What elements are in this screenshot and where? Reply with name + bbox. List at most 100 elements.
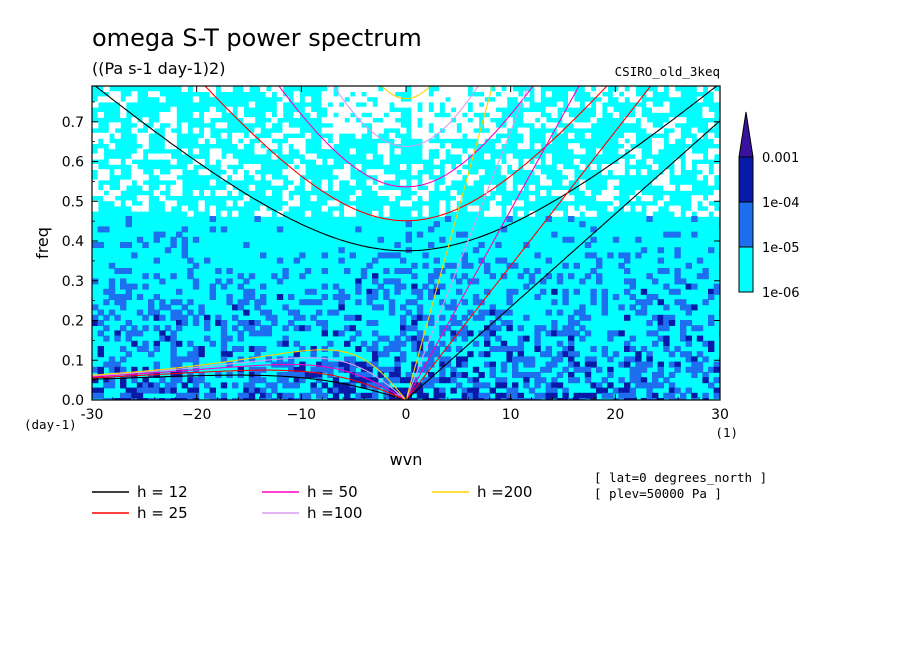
field-cell xyxy=(293,138,300,144)
field-cell xyxy=(646,158,653,165)
field-cell xyxy=(484,210,491,217)
field-cell xyxy=(260,252,267,259)
field-cell xyxy=(691,392,698,399)
field-cell xyxy=(332,361,340,368)
field-cell xyxy=(332,398,340,400)
field-cell xyxy=(288,309,295,316)
field-cell xyxy=(125,351,132,358)
field-cell xyxy=(495,210,502,217)
field-cell xyxy=(618,330,625,337)
field-cell xyxy=(310,314,317,321)
field-cell xyxy=(467,96,474,103)
field-cell xyxy=(159,299,166,306)
field-cell xyxy=(260,86,267,92)
field-cell xyxy=(260,392,267,399)
field-cell xyxy=(282,268,289,274)
field-cell xyxy=(192,387,200,394)
field-cell xyxy=(416,314,424,321)
colorbar-label: 1e-06 xyxy=(762,286,800,301)
field-cell xyxy=(663,377,670,384)
field-cell xyxy=(265,210,272,217)
field-cell xyxy=(164,304,172,311)
field-cell xyxy=(562,288,569,295)
field-cell xyxy=(327,86,334,92)
field-cell xyxy=(366,392,373,399)
field-cell xyxy=(366,86,373,92)
field-cell xyxy=(136,169,144,176)
field-cell xyxy=(114,158,121,165)
field-cell xyxy=(332,377,340,384)
field-cell xyxy=(506,158,513,165)
field-cell xyxy=(316,158,323,165)
field-cell xyxy=(170,174,177,181)
field-cell xyxy=(500,320,508,326)
field-cell xyxy=(108,262,116,269)
field-cell xyxy=(383,153,390,160)
field-cell xyxy=(153,346,160,352)
field-cell xyxy=(489,372,496,378)
field-cell xyxy=(192,351,200,358)
field-cell xyxy=(568,356,575,363)
field-cell xyxy=(293,382,300,389)
field-cell xyxy=(696,174,704,181)
field-cell xyxy=(383,117,390,124)
field-cell xyxy=(596,382,603,389)
field-cell xyxy=(192,278,200,285)
field-cell xyxy=(416,340,424,347)
field-cell xyxy=(316,320,323,326)
field-cell xyxy=(646,273,653,280)
field-cell xyxy=(108,91,116,98)
field-cell xyxy=(288,174,295,181)
field-cell xyxy=(344,106,351,113)
field-cell xyxy=(400,179,407,186)
field-cell xyxy=(668,122,676,129)
field-cell xyxy=(696,132,704,139)
field-cell xyxy=(708,86,715,92)
field-cell xyxy=(148,91,155,98)
field-cell xyxy=(332,382,340,389)
field-cell xyxy=(489,346,496,352)
field-cell xyxy=(282,205,289,212)
field-cell xyxy=(607,252,614,259)
field-cell xyxy=(579,392,586,399)
field-cell xyxy=(226,86,233,92)
field-cell xyxy=(612,179,620,186)
field-cell xyxy=(405,325,412,332)
field-cell xyxy=(624,278,631,285)
field-cell xyxy=(674,231,681,238)
field-cell xyxy=(332,101,340,108)
field-cell xyxy=(282,122,289,129)
field-cell xyxy=(450,205,457,212)
field-cell xyxy=(299,164,306,170)
field-cell xyxy=(282,148,289,155)
field-cell xyxy=(472,294,480,300)
field-cell xyxy=(360,377,368,384)
field-cell xyxy=(579,325,586,332)
field-cell xyxy=(657,325,664,332)
field-cell xyxy=(232,132,239,139)
field-cell xyxy=(708,346,715,352)
field-cell xyxy=(579,164,586,170)
field-cell xyxy=(489,184,496,191)
field-cell xyxy=(596,195,603,202)
field-cell xyxy=(646,101,653,108)
field-cell xyxy=(562,190,569,196)
field-cell xyxy=(265,91,272,98)
field-cell xyxy=(668,382,676,389)
field-cell xyxy=(484,330,491,337)
field-cell xyxy=(360,372,368,378)
field-cell xyxy=(674,164,681,170)
field-cell xyxy=(114,361,121,368)
field-cell xyxy=(355,132,362,139)
field-cell xyxy=(114,299,121,306)
field-cell xyxy=(383,288,390,295)
field-cell xyxy=(562,236,569,243)
field-cell xyxy=(360,127,368,134)
field-cell xyxy=(153,153,160,160)
field-cell xyxy=(545,273,552,280)
field-cell xyxy=(640,247,648,254)
field-cell xyxy=(624,117,631,124)
field-cell xyxy=(187,257,194,264)
field-cell xyxy=(220,190,228,196)
